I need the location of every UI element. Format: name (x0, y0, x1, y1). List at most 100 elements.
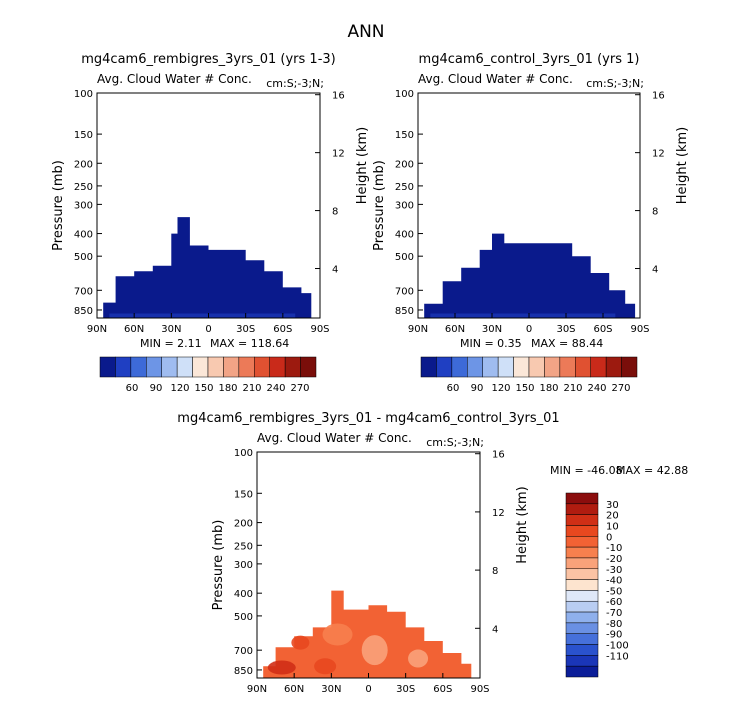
colorbar-label: 210 (242, 383, 261, 394)
x-tick-label: 60S (433, 684, 452, 695)
min-label: MIN = 0.35 (460, 337, 522, 350)
contour-patch (322, 623, 353, 646)
colorbar-swatch (565, 633, 599, 645)
x-tick-label: 30N (321, 684, 341, 695)
colorbar-swatch (590, 356, 607, 378)
colorbar-swatch (565, 590, 599, 602)
y-right-tick-label: 4 (652, 265, 658, 276)
colorbar-swatch (146, 356, 162, 378)
colorbar-swatch (467, 356, 483, 378)
y-tick-label: 850 (234, 666, 253, 677)
panel-title: mg4cam6_rembigres_3yrs_01 (yrs 1-3) (81, 52, 335, 67)
y-right-tick-label: 12 (652, 149, 665, 160)
colorbar-swatch (300, 356, 317, 378)
y-tick-label: 150 (234, 489, 253, 500)
colorbar-swatch (254, 356, 270, 378)
y-tick-label: 200 (395, 159, 414, 170)
y-right-tick-label: 8 (652, 207, 658, 218)
contour-patch (291, 635, 310, 650)
panel-title: mg4cam6_control_3yrs_01 (yrs 1) (419, 52, 640, 67)
y-tick-label: 300 (74, 200, 93, 211)
y-tick-label: 150 (395, 130, 414, 141)
y-right-tick-label: 8 (492, 566, 498, 577)
colorbar-swatch (497, 356, 514, 378)
colorbar-label: 150 (515, 383, 534, 394)
colorbar-swatch (565, 579, 599, 591)
colorbar-swatch (223, 356, 240, 378)
panel-top-left: mg4cam6_rembigres_3yrs_01 (yrs 1-3) Avg. … (51, 52, 370, 394)
x-tick-label: 30S (556, 324, 575, 335)
colorbar-swatch (565, 514, 599, 526)
x-tick-label: 0 (365, 684, 371, 695)
colorbar-swatch (269, 356, 286, 378)
colorbar-label: 0 (606, 532, 612, 543)
y-tick-label: 400 (234, 589, 253, 600)
x-tick-label: 0 (205, 324, 211, 335)
colorbar-swatch (284, 356, 301, 378)
region-label: cm:S;-3;N; (586, 77, 644, 90)
y-tick-label: 300 (234, 560, 253, 571)
colorbar-label: 270 (290, 383, 309, 394)
colorbar-swatch (436, 356, 453, 378)
colorbar: 60 90 120 150 180 210 240 270 (420, 356, 638, 394)
y-right-tick-label: 12 (492, 508, 505, 519)
max-label: MAX = 118.64 (210, 337, 289, 350)
y-tick-label: 500 (74, 252, 93, 263)
colorbar-label: 180 (218, 383, 237, 394)
y-tick-label: 700 (234, 646, 253, 657)
contour-patch (267, 660, 296, 675)
x-tick-label: 60N (124, 324, 144, 335)
colorbar-swatch (565, 503, 599, 515)
region-label: cm:S;-3;N; (426, 436, 484, 449)
y-tick-label: 700 (74, 286, 93, 297)
surface-band (109, 313, 296, 318)
contour-patch (314, 658, 337, 675)
y-tick-label: 500 (395, 252, 414, 263)
colorbar-label: 90 (150, 383, 163, 394)
y-tick-label: 700 (395, 286, 414, 297)
x-tick-label: 90S (310, 324, 329, 335)
colorbar-label: 10 (606, 521, 619, 532)
x-tick-label: 90S (470, 684, 489, 695)
colorbar-swatch (192, 356, 209, 378)
colorbar-swatch (565, 568, 599, 580)
colorbar-swatch (528, 356, 545, 378)
colorbar-label: 90 (471, 383, 484, 394)
colorbar-swatch (544, 356, 561, 378)
colorbar-swatch (565, 655, 599, 667)
y-tick-label: 100 (395, 89, 414, 100)
colorbar-label: -110 (606, 651, 629, 662)
y-right-tick-label: 8 (332, 207, 338, 218)
panel-title: mg4cam6_rembigres_3yrs_01 - mg4cam6_cont… (177, 411, 559, 426)
panel-subtitle: Avg. Cloud Water # Conc. (257, 431, 412, 445)
colorbar: 60 90 120 150 180 210 240 270 (99, 356, 317, 394)
y-tick-label: 250 (74, 182, 93, 193)
y-right-tick-label: 12 (332, 149, 345, 160)
y-right-axis-label: Height (km) (515, 486, 530, 563)
x-tick-label: 90N (87, 324, 107, 335)
colorbar: 3020100-10-20-30-40-50-60-70-80-90-100-1… (565, 492, 629, 678)
y-tick-label: 200 (74, 159, 93, 170)
colorbar-label: -60 (606, 597, 622, 608)
colorbar-label: -10 (606, 543, 622, 554)
y-tick-label: 400 (395, 230, 414, 241)
y-tick-label: 250 (234, 541, 253, 552)
region-label: cm:S;-3;N; (266, 77, 324, 90)
page-title: ANN (347, 22, 384, 42)
contour-patch (408, 649, 429, 668)
y-right-tick-label: 4 (492, 624, 498, 635)
colorbar-swatch (559, 356, 576, 378)
colorbar-swatch (161, 356, 178, 378)
colorbar-swatch (565, 600, 599, 613)
y-right-tick-label: 4 (332, 265, 338, 276)
y-tick-label: 850 (395, 306, 414, 317)
min-label: MIN = -46.08 (550, 464, 623, 477)
max-label: MAX = 42.88 (616, 464, 688, 477)
colorbar-label: 60 (126, 383, 139, 394)
colorbar-swatch (130, 356, 147, 378)
surface-band (430, 313, 616, 318)
x-tick-label: 30N (161, 324, 181, 335)
panel-subtitle: Avg. Cloud Water # Conc. (97, 72, 252, 86)
panel-subtitle: Avg. Cloud Water # Conc. (418, 72, 573, 86)
